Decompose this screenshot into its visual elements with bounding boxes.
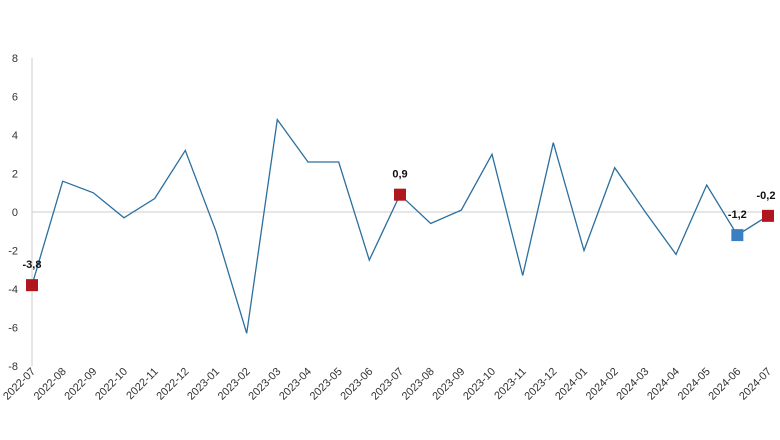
x-tick-label: 2022-09 xyxy=(62,366,99,403)
x-tick-label: 2023-10 xyxy=(461,366,498,403)
y-tick-label: 6 xyxy=(12,92,18,104)
y-tick-label: 4 xyxy=(12,130,18,142)
x-tick-label: 2022-11 xyxy=(124,366,160,402)
x-tick-label: 2023-02 xyxy=(216,366,253,403)
x-tick-label: 2023-04 xyxy=(277,366,314,403)
x-tick-label: 2022-12 xyxy=(154,366,191,403)
highlight-marker xyxy=(762,209,774,222)
y-tick-label: 0 xyxy=(12,207,18,219)
y-tick-label: 2 xyxy=(12,169,18,181)
x-tick-label: 2024-06 xyxy=(706,366,743,403)
x-tick-label: 2023-12 xyxy=(522,366,559,403)
x-tick-label: 2024-04 xyxy=(645,366,682,403)
x-tick-label: 2023-09 xyxy=(430,366,467,403)
label-layer: -3,8 0,9 -1,2 -0,2 xyxy=(23,169,776,271)
x-axis: 2022-072022-082022-092022-102022-112022-… xyxy=(1,211,774,403)
x-tick-label: 2024-01 xyxy=(553,366,590,403)
x-tick-label: 2022-08 xyxy=(32,366,69,403)
y-tick-label: -8 xyxy=(8,361,18,373)
data-label: -0,2 xyxy=(757,190,776,202)
y-tick-label: -4 xyxy=(8,284,18,296)
y-tick-label: -6 xyxy=(8,323,18,335)
highlight-marker xyxy=(394,188,406,201)
y-tick-label: -2 xyxy=(8,246,18,258)
x-tick-label: 2023-01 xyxy=(185,366,222,403)
highlight-marker xyxy=(731,229,744,242)
x-tick-label: 2023-07 xyxy=(369,366,406,403)
highlight-marker xyxy=(26,279,38,292)
x-tick-label: 2022-07 xyxy=(1,366,38,403)
series-layer xyxy=(31,117,769,334)
x-tick-label: 2023-03 xyxy=(246,366,283,403)
x-tick-label: 2022-10 xyxy=(93,366,130,403)
x-tick-label: 2023-05 xyxy=(308,366,345,403)
x-tick-label: 2024-05 xyxy=(676,366,713,403)
x-tick-label: 2024-07 xyxy=(737,366,774,403)
y-axis: -8 -6 -4 -2 0 2 4 6 8 xyxy=(8,53,33,373)
data-label: -3,8 xyxy=(23,259,42,271)
series-line xyxy=(31,117,769,334)
x-tick-label: 2023-06 xyxy=(338,366,375,403)
data-label: -1,2 xyxy=(728,209,747,221)
x-tick-label: 2024-02 xyxy=(584,366,621,403)
x-tick-label: 2023-08 xyxy=(400,366,437,403)
x-tick-label: 2023-11 xyxy=(492,366,528,402)
marker-layer xyxy=(26,188,774,292)
data-label: 0,9 xyxy=(392,169,407,181)
y-tick-label: 8 xyxy=(12,53,18,65)
x-tick-label: 2024-03 xyxy=(614,366,651,403)
